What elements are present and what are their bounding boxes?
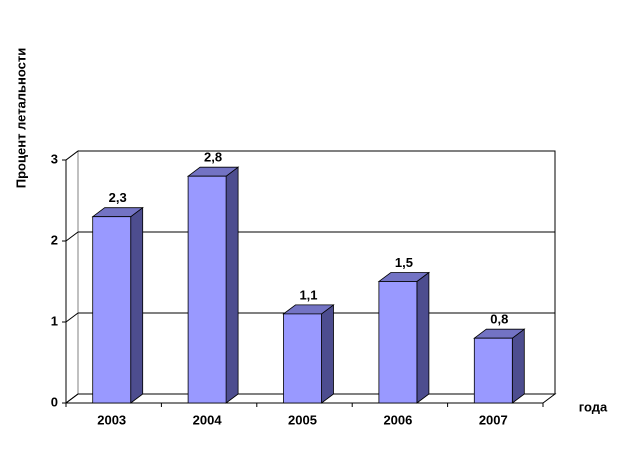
value-label: 2,3: [109, 190, 127, 205]
x-tick-label: 2003: [97, 412, 126, 427]
x-tick-label: 2007: [479, 412, 508, 427]
bar: [473, 337, 513, 404]
bar-side: [416, 271, 430, 404]
bar-side: [321, 304, 334, 404]
x-tick-label: 2005: [288, 412, 317, 427]
bar-side: [225, 166, 239, 404]
bar-side: [511, 328, 525, 404]
grid-line-side: [65, 312, 79, 323]
y-tick-label: 2: [51, 232, 58, 247]
bar: [187, 175, 227, 404]
x-axis-label: года: [579, 399, 608, 414]
y-tick-label: 0: [51, 394, 58, 409]
y-tick-label: 3: [51, 151, 58, 166]
x-tick-label: 2006: [383, 412, 412, 427]
grid-line-side: [65, 393, 79, 404]
y-tick-label: 1: [51, 313, 58, 328]
value-label: 0,8: [490, 312, 508, 327]
bar-side: [130, 206, 144, 404]
grid-line-side: [65, 231, 79, 242]
value-label: 2,8: [204, 150, 222, 165]
bar: [378, 281, 418, 404]
x-tick-label: 2004: [193, 412, 223, 427]
bar: [92, 216, 132, 404]
value-label: 1,1: [299, 287, 317, 302]
y-axis-label: Процент летальности: [13, 48, 28, 188]
side-wall: [65, 150, 79, 404]
value-label: 1,5: [395, 255, 413, 270]
grid-line-side: [65, 150, 79, 161]
bar: [283, 313, 322, 404]
